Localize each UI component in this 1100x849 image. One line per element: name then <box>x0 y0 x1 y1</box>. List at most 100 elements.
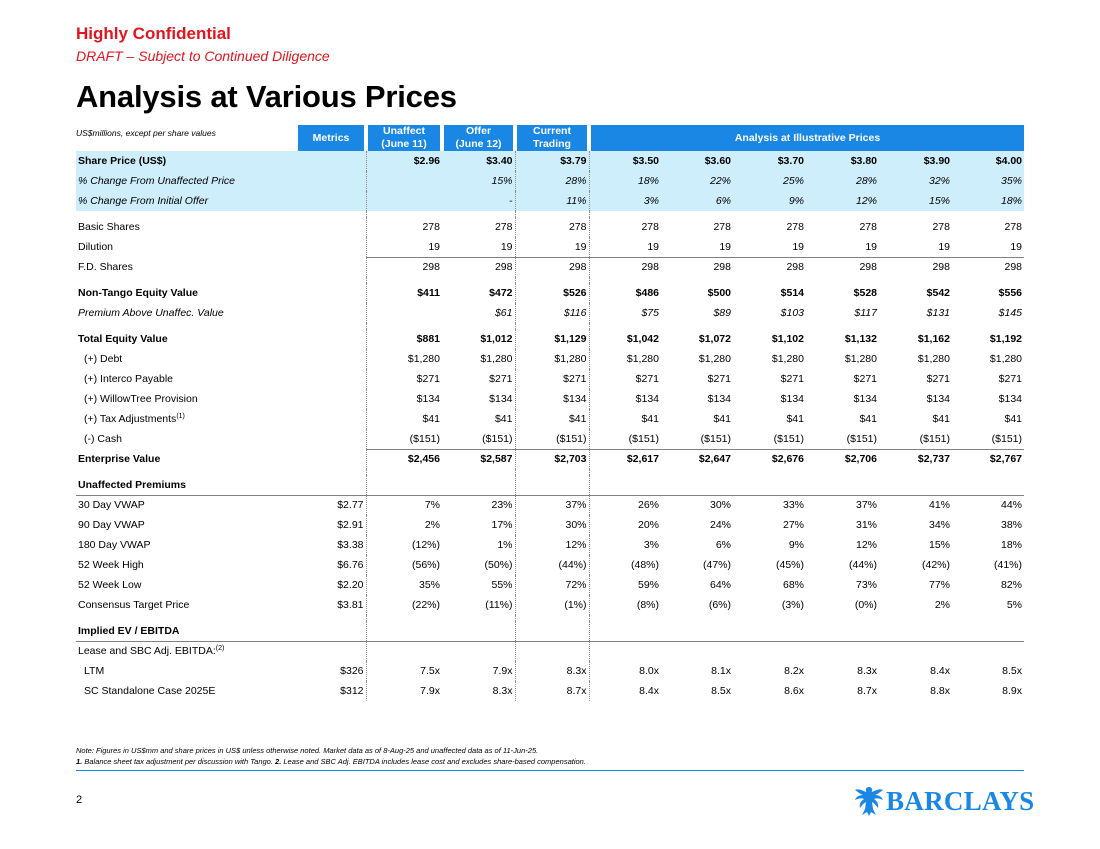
value-p350: $1,042 <box>588 329 661 349</box>
value-p360: $1,072 <box>698 333 731 345</box>
value-offer: 19 <box>442 237 515 258</box>
value-p380: $3.80 <box>806 151 879 171</box>
empty-cell <box>442 621 515 642</box>
row-implied: Implied EV / EBITDA <box>76 621 1025 642</box>
value-p400: 8.9x <box>1002 685 1023 697</box>
value-p390: 41% <box>928 499 950 512</box>
value-p400: 278 <box>1004 221 1023 233</box>
value-p370: 68% <box>782 579 804 591</box>
value-unaffect: $271 <box>365 369 442 389</box>
value-p350: $2,617 <box>588 449 661 469</box>
row-label-text: 90 Day VWAP <box>78 519 145 531</box>
value-unaffect: ($151) <box>365 429 442 450</box>
row-label-text: Dilution <box>78 241 114 253</box>
value-p370: $1,102 <box>771 333 804 345</box>
row-label: Consensus Target Price <box>76 595 298 615</box>
value-unaffect: 35% <box>365 575 442 595</box>
row-ltm: LTM $326 7.5x 7.9x 8.3x 8.0x 8.1x 8.2x 8.3x 8.4x 8… <box>76 661 1024 681</box>
value-unaffect <box>365 191 442 211</box>
value-p380: 28% <box>806 171 879 191</box>
value-p380: 12% <box>855 539 877 551</box>
value-p370: 8.2x <box>784 665 804 677</box>
spacer-row <box>76 615 1024 621</box>
value-p380: $1,280 <box>844 353 877 365</box>
empty-cell <box>514 475 589 496</box>
barclays-wordmark: BARCLAYS <box>886 786 1035 816</box>
value-p350: 3% <box>588 535 661 555</box>
metric-cell <box>298 409 366 429</box>
row-label: (+) WillowTree Provision <box>76 389 298 409</box>
value-p370: 33% <box>782 499 804 512</box>
value-current: 72% <box>514 575 589 595</box>
value-p370: $134 <box>780 393 804 405</box>
value-p400: $1,280 <box>989 353 1023 365</box>
empty-cell <box>733 621 806 642</box>
value-p350: 20% <box>588 515 661 535</box>
value-offer: (50%) <box>484 559 513 571</box>
row-label-text: Share Price (US$) <box>78 155 167 167</box>
value-unaffect: $2.96 <box>365 151 442 171</box>
value-unaffect: 7.5x <box>365 661 442 681</box>
spacer-cell <box>365 211 442 217</box>
value-p390: $41 <box>932 413 950 425</box>
value-unaffect: $2,456 <box>365 449 442 469</box>
value-offer: 1% <box>497 539 513 551</box>
value-unaffect <box>365 171 442 191</box>
metric-cell <box>298 257 366 277</box>
spacer-cell <box>365 615 442 621</box>
value-p380: 19 <box>806 237 879 258</box>
value-p360: 30% <box>709 499 731 512</box>
empty-cell <box>298 475 366 496</box>
value-p350: 26% <box>588 495 661 515</box>
value-p400: $271 <box>998 373 1023 385</box>
value-p350: (8%) <box>588 595 661 615</box>
row-dilution: Dilution 19 19 19 19 19 19 19 19 19 <box>76 237 1025 258</box>
value-current: $1,129 <box>514 329 589 349</box>
value-p350: 278 <box>588 217 661 237</box>
value-p360: ($151) <box>661 429 733 450</box>
spacer-cell <box>514 469 589 475</box>
value-p360: 64% <box>709 579 731 591</box>
value-p380: $41 <box>859 413 877 425</box>
row-label: 30 Day VWAP <box>76 495 298 515</box>
empty-cell <box>442 475 515 496</box>
value-current: $1,280 <box>514 349 589 369</box>
units-note: US$millions, except per share values <box>76 128 216 138</box>
value-p380: $2,706 <box>844 453 877 466</box>
value-offer: 7.9x <box>492 665 513 677</box>
value-unaffect: $411 <box>365 283 442 303</box>
value-p380: (44%) <box>848 559 877 571</box>
header-offer-line2: (June 12) <box>455 138 502 150</box>
value-p350: 18% <box>588 171 661 191</box>
value-current: 278 <box>514 217 589 237</box>
metric-cell <box>298 237 366 257</box>
value-p370: 27% <box>782 519 804 531</box>
value-current: 8.3x <box>514 661 589 681</box>
value-p370: $103 <box>780 307 804 319</box>
value-offer: 8.3x <box>492 685 513 697</box>
metric-cell <box>298 303 366 323</box>
value-p380: 8.3x <box>857 665 877 677</box>
value-p370: $3.70 <box>733 151 806 171</box>
value-p350: $1,280 <box>588 349 661 369</box>
row-tax: (+) Tax Adjustments(1) $41 $41 $41 $41 $41 $41… <box>76 409 1024 429</box>
value-p380: 37% <box>855 499 877 512</box>
row-label: Dilution <box>76 237 298 257</box>
metric-cell: $2.91 <box>337 519 364 531</box>
value-current: (1%) <box>514 595 589 615</box>
value-p390: $1,280 <box>917 353 950 365</box>
metric-cell: $312 <box>340 685 364 697</box>
value-p360: 278 <box>713 221 731 233</box>
row-label-text: % Change From Unaffected Price <box>78 175 235 187</box>
spacer-cell <box>514 323 589 329</box>
footnote-2-num2: 2. <box>275 757 282 766</box>
value-p350: ($151) <box>588 429 661 450</box>
row-label-text: 52 Week High <box>78 559 144 571</box>
header-metrics: Metrics <box>298 125 366 151</box>
row-cash: (-) Cash ($151) ($151) ($151) ($151) ($151) ($… <box>76 429 1025 450</box>
value-p390: $3.90 <box>879 151 952 171</box>
spacer-cell <box>588 277 661 283</box>
row-premium: Premium Above Unaffec. Value $61 $116 $75 $8… <box>76 303 1024 323</box>
value-current: 30% <box>514 515 589 535</box>
empty-cell <box>365 621 442 642</box>
